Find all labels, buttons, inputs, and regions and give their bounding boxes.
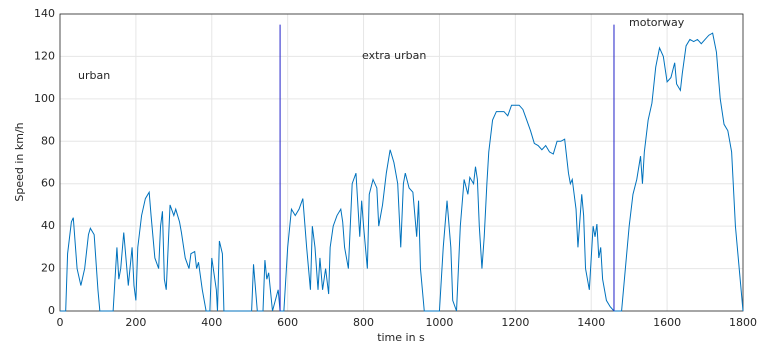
x-tick-label: 0: [57, 316, 64, 329]
x-tick-label: 800: [353, 316, 374, 329]
plot-frame: [59, 13, 744, 312]
phase-annotation: urban: [78, 69, 110, 82]
x-axis-label: time in s: [377, 331, 425, 344]
x-tick-label: 200: [125, 316, 146, 329]
y-tick-label: 40: [41, 219, 55, 232]
speed-line: [60, 32, 744, 312]
x-tick-label: 400: [201, 316, 222, 329]
y-tick-label: 140: [34, 7, 55, 20]
x-tick-label: 1400: [577, 316, 605, 329]
x-tick-label: 600: [277, 316, 298, 329]
y-tick-label: 0: [48, 304, 55, 317]
x-tick-label: 1600: [653, 316, 681, 329]
x-tick-label: 1800: [729, 316, 757, 329]
phase-annotation: motorway: [629, 16, 685, 29]
phase-annotation: extra urban: [362, 49, 426, 62]
y-tick-label: 120: [34, 49, 55, 62]
y-axis-label: Speed in km/h: [13, 122, 26, 201]
y-tick-label: 100: [34, 92, 55, 105]
x-tick-label: 1000: [425, 316, 453, 329]
x-tick-label: 1200: [501, 316, 529, 329]
y-tick-label: 80: [41, 134, 55, 147]
y-tick-label: 60: [41, 177, 55, 190]
y-tick-label: 20: [41, 262, 55, 275]
